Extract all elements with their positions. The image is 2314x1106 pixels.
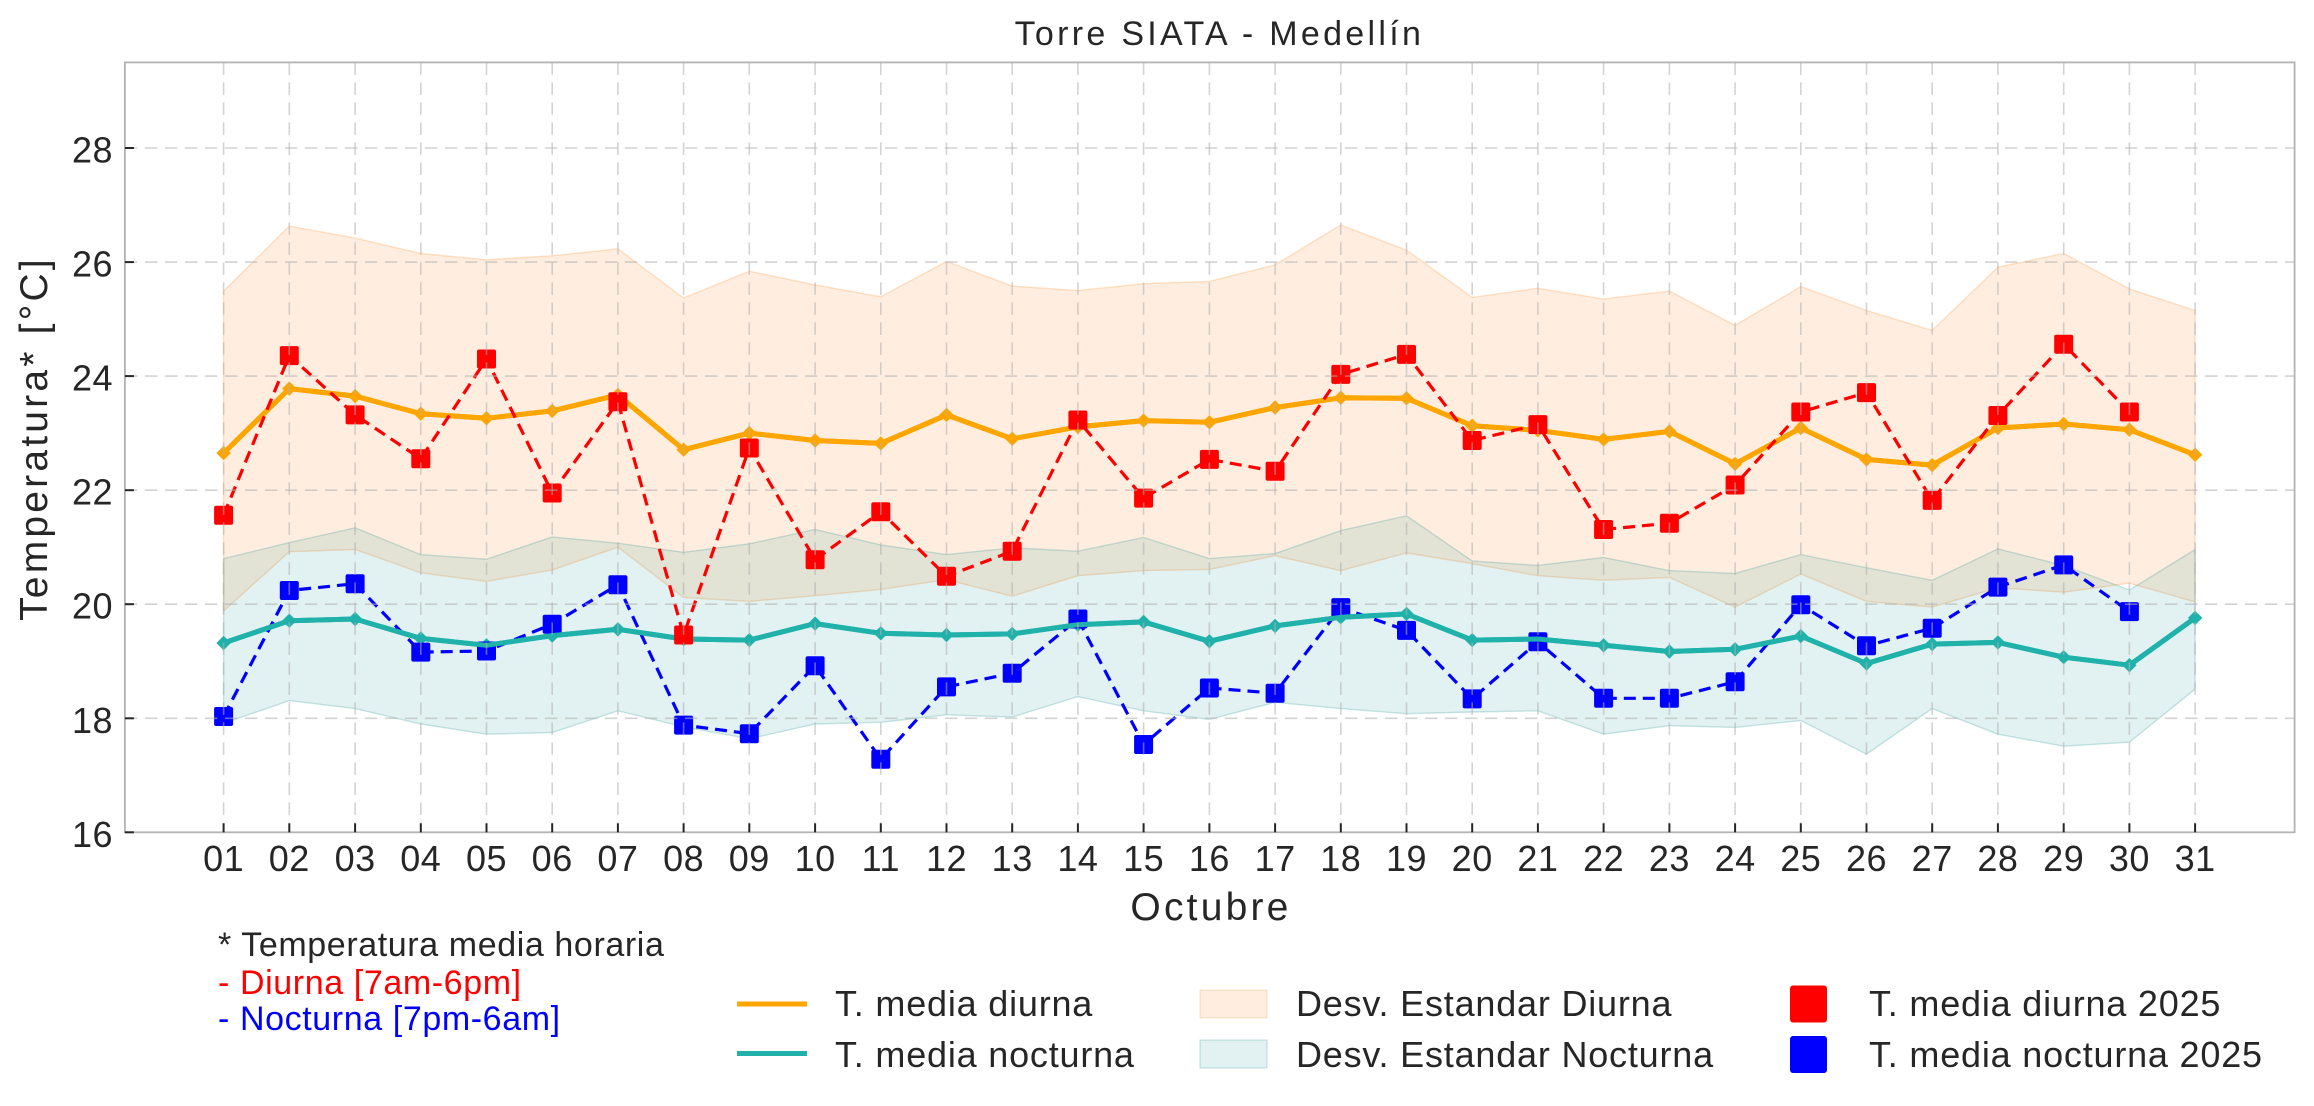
svg-text:T. media diurna 2025: T. media diurna 2025 [1869, 983, 2221, 1024]
svg-text:Octubre: Octubre [1130, 886, 1291, 929]
svg-text:31: 31 [2175, 838, 2216, 879]
svg-text:Desv. Estandar Nocturna: Desv. Estandar Nocturna [1296, 1034, 1714, 1075]
svg-text:07: 07 [597, 838, 638, 879]
svg-text:29: 29 [2043, 838, 2084, 879]
svg-text:T. media diurna: T. media diurna [835, 983, 1093, 1024]
svg-text:12: 12 [926, 838, 967, 879]
svg-text:22: 22 [72, 472, 113, 513]
svg-text:06: 06 [532, 838, 573, 879]
svg-text:16: 16 [72, 814, 113, 855]
svg-text:Temperatura* [°C]: Temperatura* [°C] [13, 256, 56, 621]
svg-text:18: 18 [72, 700, 113, 741]
svg-text:Desv. Estandar Diurna: Desv. Estandar Diurna [1296, 983, 1672, 1024]
svg-text:27: 27 [1912, 838, 1953, 879]
svg-text:25: 25 [1780, 838, 1821, 879]
svg-text:08: 08 [663, 838, 704, 879]
svg-text:11: 11 [862, 838, 900, 879]
svg-text:16: 16 [1189, 838, 1230, 879]
svg-text:09: 09 [729, 838, 770, 879]
svg-text:18: 18 [1320, 838, 1361, 879]
svg-text:- Nocturna [7pm-6am]: - Nocturna [7pm-6am] [218, 1000, 561, 1038]
svg-text:15: 15 [1123, 838, 1164, 879]
svg-text:19: 19 [1386, 838, 1427, 879]
svg-text:24: 24 [72, 358, 113, 399]
svg-text:T. media nocturna: T. media nocturna [835, 1034, 1135, 1075]
svg-text:23: 23 [1649, 838, 1690, 879]
svg-text:Torre SIATA - Medellín: Torre SIATA - Medellín [1015, 15, 1425, 53]
svg-text:21: 21 [1517, 838, 1558, 879]
svg-text:01: 01 [203, 838, 244, 879]
svg-text:10: 10 [795, 838, 836, 879]
svg-text:03: 03 [335, 838, 376, 879]
svg-text:13: 13 [992, 838, 1033, 879]
svg-text:05: 05 [466, 838, 507, 879]
svg-text:26: 26 [1846, 838, 1887, 879]
svg-text:26: 26 [72, 244, 113, 285]
svg-text:30: 30 [2109, 838, 2150, 879]
svg-text:28: 28 [72, 130, 113, 171]
svg-text:20: 20 [72, 586, 113, 627]
svg-text:* Temperatura media horaria: * Temperatura media horaria [218, 926, 664, 964]
svg-text:24: 24 [1715, 838, 1756, 879]
svg-text:T. media nocturna 2025: T. media nocturna 2025 [1869, 1034, 2263, 1075]
svg-text:17: 17 [1255, 838, 1296, 879]
svg-text:14: 14 [1057, 838, 1098, 879]
svg-text:22: 22 [1583, 838, 1624, 879]
svg-text:04: 04 [400, 838, 441, 879]
svg-text:- Diurna [7am-6pm]: - Diurna [7am-6pm] [218, 964, 522, 1002]
svg-text:28: 28 [1977, 838, 2018, 879]
svg-text:20: 20 [1452, 838, 1493, 879]
svg-text:02: 02 [269, 838, 310, 879]
